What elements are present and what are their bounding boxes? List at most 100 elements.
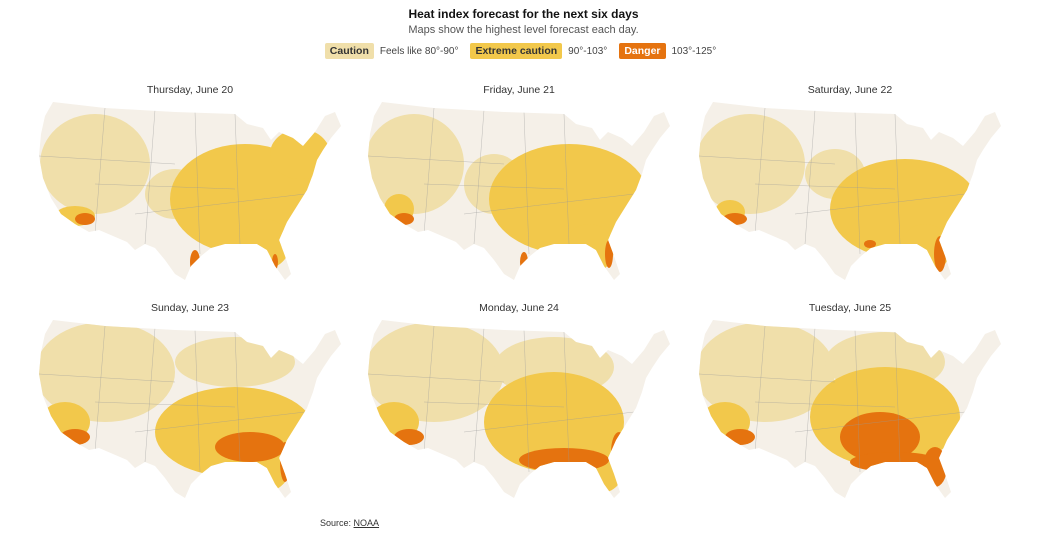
heat-area-danger: [394, 429, 424, 445]
state-border: [854, 329, 861, 473]
state-border: [94, 325, 106, 453]
state-border: [463, 193, 635, 215]
legend-swatch-1: Extreme caution: [470, 43, 563, 59]
heat-area-danger: [605, 240, 613, 268]
state-border: [754, 325, 766, 453]
state-border: [463, 411, 635, 433]
heat-area-danger: [190, 250, 200, 274]
heat-area-danger: [723, 213, 747, 225]
state-border: [563, 331, 570, 463]
legend-range-0: Feels like 80°-90°: [379, 45, 459, 57]
state-border: [234, 113, 241, 245]
heat-area-danger: [611, 432, 627, 472]
heat-area-extreme-caution: [155, 387, 315, 477]
map-title: Friday, June 21: [483, 84, 555, 96]
source-prefix: Source:: [320, 518, 354, 528]
state-border: [854, 111, 861, 255]
heat-area-danger: [725, 429, 755, 445]
heat-area-caution: [175, 337, 295, 387]
us-map: [39, 320, 341, 498]
chart-subtitle: Maps show the highest level forecast eac…: [408, 24, 639, 36]
state-border: [699, 155, 836, 165]
state-border: [523, 329, 530, 473]
state-border: [754, 183, 896, 190]
heat-area-caution: [39, 322, 175, 422]
heat-area-extreme-caution: [240, 219, 290, 269]
state-border: [94, 183, 236, 190]
state-border: [39, 155, 176, 165]
map-title: Monday, June 24: [479, 302, 559, 314]
state-border: [134, 411, 306, 433]
heat-area-danger: [75, 213, 95, 225]
state-border: [804, 109, 816, 245]
map-title: Thursday, June 20: [146, 84, 234, 96]
state-border: [423, 401, 565, 408]
state-border: [368, 373, 505, 383]
map-title: Saturday, June 22: [807, 84, 893, 96]
state-border: [144, 327, 156, 463]
state-border: [423, 325, 435, 453]
us-map: [368, 102, 670, 280]
state-border: [794, 193, 966, 215]
heat-area-caution: [40, 114, 150, 214]
us-map: [699, 320, 1001, 498]
state-border: [754, 107, 766, 235]
state-border: [39, 373, 176, 383]
heat-area-danger: [60, 429, 90, 445]
state-border: [194, 111, 201, 255]
state-border: [473, 109, 485, 245]
state-border: [94, 107, 106, 235]
heat-area-extreme-caution: [484, 372, 624, 472]
heat-area-caution: [368, 322, 504, 422]
us-map: [699, 102, 1001, 280]
heat-area-danger: [864, 240, 876, 248]
heat-area-extreme-caution: [584, 442, 624, 492]
legend-swatch-2: Danger: [619, 43, 666, 59]
heat-area-caution: [699, 322, 835, 422]
map-title: Tuesday, June 25: [808, 302, 892, 314]
state-border: [804, 327, 816, 463]
state-border: [368, 155, 505, 165]
source-link[interactable]: NOAA: [353, 518, 380, 528]
state-border: [144, 109, 156, 245]
heat-area-danger: [923, 447, 947, 487]
map-title: Sunday, June 23: [150, 302, 230, 314]
us-map: [39, 102, 341, 280]
state-border: [794, 411, 966, 433]
state-border: [423, 183, 565, 190]
legend-range-1: 90°-103°: [568, 45, 608, 57]
state-border: [473, 327, 485, 463]
state-border: [134, 193, 306, 215]
state-border: [754, 401, 896, 408]
state-border: [94, 401, 236, 408]
heat-area-danger: [519, 448, 609, 472]
heat-area-danger: [394, 213, 414, 225]
heat-area-caution: [699, 114, 805, 214]
heat-area-danger: [934, 236, 946, 272]
state-border: [194, 329, 201, 473]
map-2: Friday, June 21: [359, 84, 679, 294]
map-6: Tuesday, June 25: [690, 302, 1010, 512]
heat-area-caution: [368, 114, 464, 214]
heat-area-extreme-caution: [489, 144, 649, 254]
heat-area-danger: [280, 442, 290, 482]
source-note: Source: NOAA: [320, 518, 379, 528]
legend: Caution Feels like 80°-90° Extreme caution…: [0, 43, 1047, 59]
state-border: [523, 111, 530, 255]
map-5: Monday, June 24: [359, 302, 679, 512]
state-border: [699, 373, 836, 383]
heat-area-danger: [520, 252, 528, 272]
heat-area-danger: [215, 432, 285, 462]
heat-area-extreme-caution: [270, 129, 330, 179]
heat-area-danger: [272, 254, 278, 270]
state-border: [234, 331, 241, 463]
map-3: Saturday, June 22: [690, 84, 1010, 294]
state-border: [894, 113, 901, 245]
state-border: [563, 113, 570, 245]
map-1: Thursday, June 20: [30, 84, 350, 294]
us-map: [368, 320, 670, 498]
chart-title: Heat index forecast for the next six day…: [408, 7, 639, 21]
state-border: [423, 107, 435, 235]
state-border: [894, 331, 901, 463]
map-4: Sunday, June 23: [30, 302, 350, 512]
